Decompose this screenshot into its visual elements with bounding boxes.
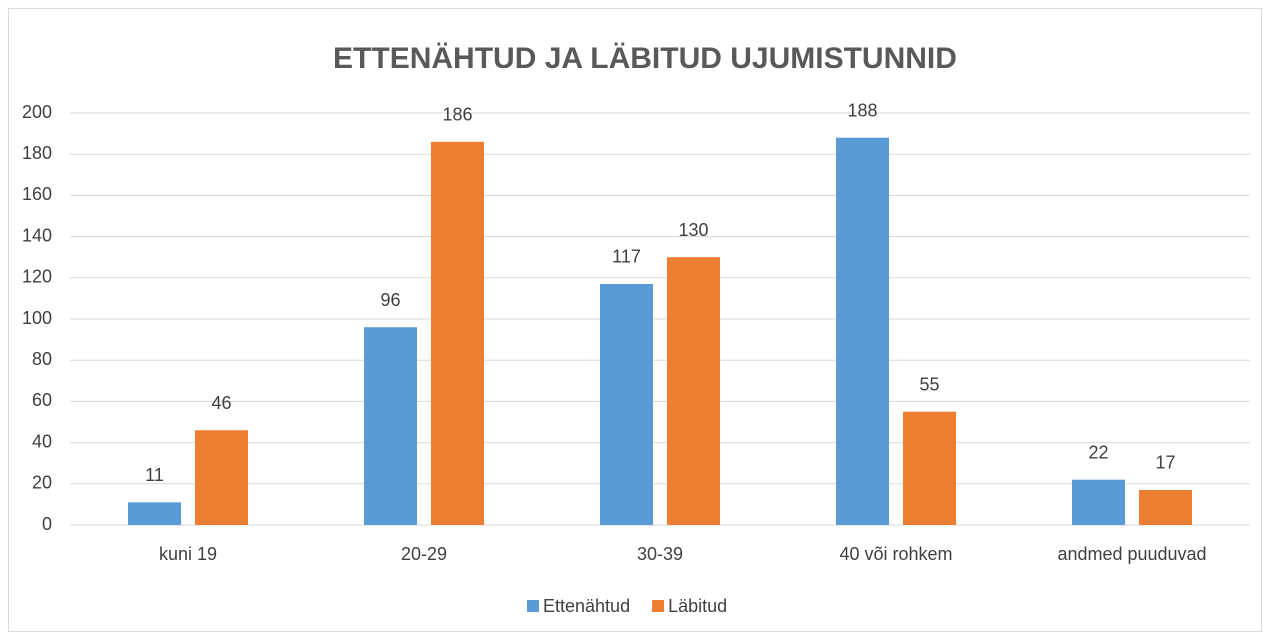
- x-tick-label: 30-39: [637, 544, 683, 564]
- data-label: 11: [145, 465, 164, 485]
- y-tick-label: 200: [22, 102, 52, 122]
- data-label: 17: [1155, 453, 1175, 473]
- data-label: 130: [678, 220, 708, 240]
- y-tick-label: 40: [32, 431, 52, 451]
- y-tick-label: 0: [42, 514, 52, 534]
- x-tick-label: andmed puuduvad: [1057, 544, 1206, 564]
- bar: [903, 411, 956, 525]
- data-label: 55: [919, 374, 939, 394]
- legend-swatch: [527, 600, 539, 612]
- bar: [128, 502, 181, 525]
- y-tick-label: 20: [32, 473, 52, 493]
- bar: [1139, 489, 1192, 525]
- data-label: 22: [1088, 442, 1108, 462]
- legend-label: Ettenähtud: [543, 596, 630, 616]
- y-tick-label: 160: [22, 184, 52, 204]
- bar: [600, 283, 653, 525]
- bar: [364, 327, 417, 525]
- data-label: 96: [380, 290, 400, 310]
- bar: [195, 430, 248, 525]
- y-tick-label: 180: [22, 143, 52, 163]
- y-tick-label: 120: [22, 267, 52, 287]
- y-tick-label: 100: [22, 308, 52, 328]
- data-label: 117: [612, 247, 641, 267]
- y-tick-label: 140: [22, 225, 52, 245]
- bar: [667, 257, 720, 525]
- bar: [1072, 479, 1125, 525]
- x-tick-label: kuni 19: [159, 544, 217, 564]
- chart-title: ETTENÄHTUD JA LÄBITUD UJUMISTUNNID: [333, 42, 957, 75]
- bar: [431, 141, 484, 525]
- x-tick-label: 40 või rohkem: [839, 544, 952, 564]
- y-tick-label: 60: [32, 390, 52, 410]
- data-label: 46: [211, 393, 231, 413]
- bar: [836, 137, 889, 525]
- legend-swatch: [652, 600, 665, 612]
- y-tick-label: 80: [32, 349, 52, 369]
- data-label: 188: [847, 100, 877, 120]
- x-tick-label: 20-29: [401, 544, 447, 564]
- data-label: 186: [442, 105, 472, 125]
- legend-label: Läbitud: [668, 596, 727, 616]
